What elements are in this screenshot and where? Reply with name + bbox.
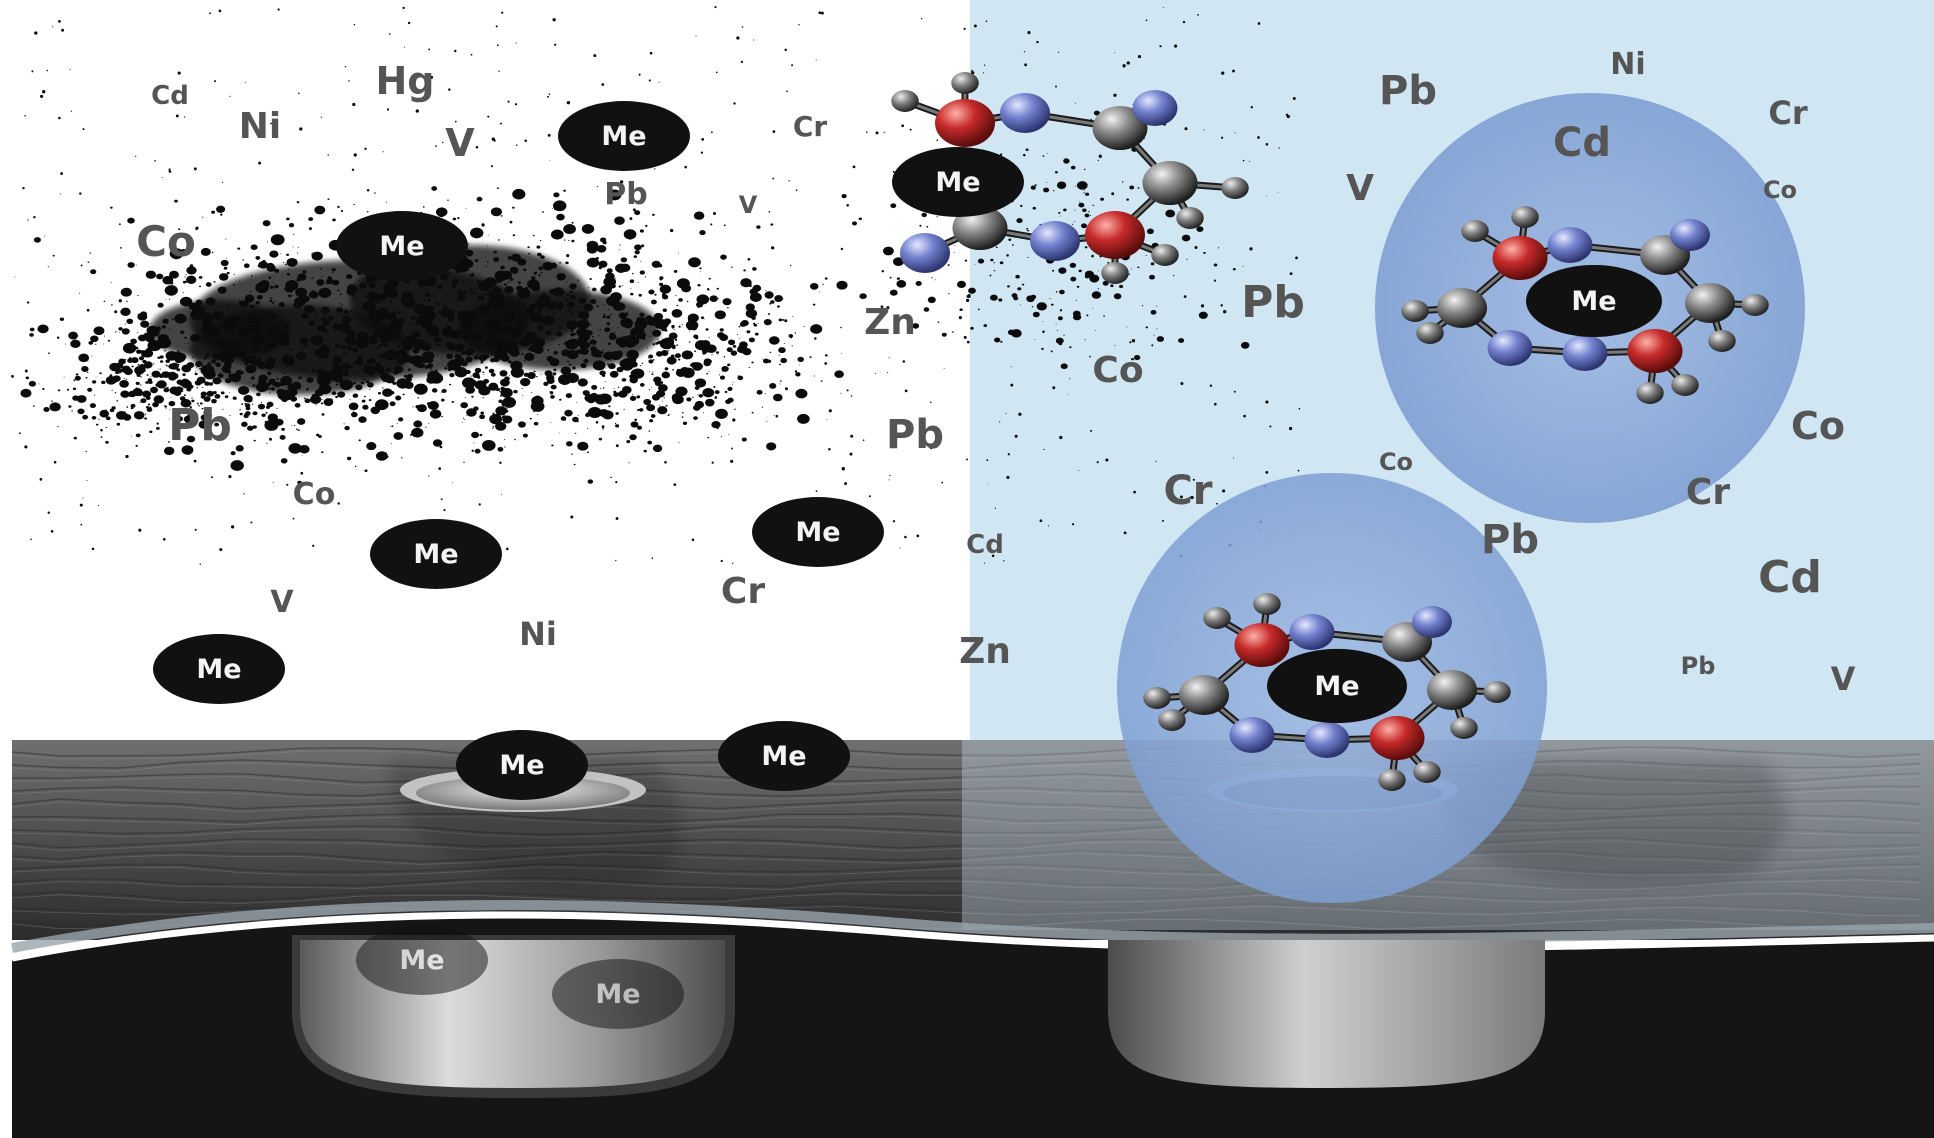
element-symbol-cd: Cd <box>1553 120 1611 166</box>
element-symbol-zn: Zn <box>959 631 1011 672</box>
metal-ion-label: Me <box>1314 671 1359 702</box>
metal-ions: Me Me Me Me Me Me Me Me Me Me Me Me <box>153 101 1662 1029</box>
metal-ion-icon: Me <box>456 730 588 800</box>
element-symbol-cr: Cr <box>1686 472 1730 513</box>
element-symbol-co: Co <box>136 217 196 266</box>
metal-ion-label: Me <box>595 979 640 1010</box>
chelator-molecule-icon <box>1143 593 1511 791</box>
metal-ion-icon: Me <box>752 497 884 567</box>
metal-ion-icon: Me <box>718 721 850 791</box>
element-symbol-co: Co <box>1791 404 1845 448</box>
metal-ion-label: Me <box>795 517 840 548</box>
element-symbol-pb: Pb <box>1241 277 1305 328</box>
element-symbol-v: V <box>1346 168 1374 209</box>
chelator-molecule-icon <box>891 72 1249 284</box>
metal-ion-label: Me <box>413 539 458 570</box>
element-symbol-cr: Cr <box>1163 468 1212 514</box>
element-symbol-hg: Hg <box>375 59 434 103</box>
element-symbol-co: Co <box>1092 350 1143 391</box>
element-symbol-ni: Ni <box>239 106 281 147</box>
metal-ion-icon: Me <box>370 519 502 589</box>
metal-ion-icon: Me <box>336 211 468 281</box>
element-symbol-pb: Pb <box>604 177 647 212</box>
metal-ion-label: Me <box>761 741 806 772</box>
metal-ion-label: Me <box>399 945 444 976</box>
polluted-air-background <box>0 0 970 740</box>
metal-ion-icon: Me <box>1267 648 1407 724</box>
metal-ion-label: Me <box>379 231 424 262</box>
element-symbol-v: V <box>445 121 475 165</box>
metal-ion-icon: Me <box>558 101 690 171</box>
element-symbol-cr: Cr <box>1768 94 1807 132</box>
particulate-matter-icon <box>11 6 1301 565</box>
element-symbol-v: V <box>1831 660 1856 698</box>
epidermis-boundary-shade <box>11 900 1934 953</box>
element-symbol-cd: Cd <box>151 81 189 111</box>
epidermis-boundary <box>11 911 1934 962</box>
metal-ion-label: Me <box>196 654 241 685</box>
element-symbol-pb: Pb <box>1681 652 1716 680</box>
element-symbol-cd: Cd <box>966 530 1004 560</box>
element-symbol-co: Co <box>293 477 336 512</box>
element-symbol-ni: Ni <box>1610 47 1645 82</box>
element-symbol-cd: Cd <box>1758 552 1822 603</box>
element-symbol-pb: Pb <box>168 400 232 451</box>
metal-ion-label: Me <box>935 167 980 198</box>
hair-shadow-right <box>1439 760 1787 885</box>
element-symbol-cr: Cr <box>721 571 765 612</box>
metal-ion-icon: Me <box>892 147 1024 217</box>
chelator-molecules <box>891 72 1769 791</box>
metal-ion-icon: Me <box>153 634 285 704</box>
chelator-molecule-icon <box>1401 206 1769 404</box>
airborne-heavy-metals: Cd Hg Ni V Cr Pb V Co Zn Pb Pb Co Cd V Cr Ni Zn <box>136 59 1011 672</box>
element-symbol-pb: Pb <box>1481 517 1539 563</box>
metal-ion-label: Me <box>499 750 544 781</box>
element-symbol-co: Co <box>1379 448 1413 476</box>
metal-ion-label: Me <box>1571 286 1616 317</box>
metal-ion-icon: Me <box>552 959 684 1029</box>
element-symbol-zn: Zn <box>864 302 916 343</box>
metal-ion-icon: Me <box>1526 264 1662 338</box>
element-symbol-pb: Pb <box>1379 68 1437 114</box>
metal-ion-label: Me <box>601 121 646 152</box>
element-symbol-pb: Pb <box>886 412 944 458</box>
metal-ion-icon: Me <box>356 925 488 995</box>
element-symbol-co: Co <box>1763 176 1797 204</box>
element-symbol-v: V <box>270 585 294 620</box>
element-symbol-ni: Ni <box>519 615 557 653</box>
element-symbol-v: V <box>739 191 758 219</box>
chelation-zone-metals: Pb Ni Cr Cd Co V Pb Co Co Cr Co Cr Pb Cd Pb V <box>1092 47 1855 698</box>
element-symbol-cr: Cr <box>793 110 828 143</box>
